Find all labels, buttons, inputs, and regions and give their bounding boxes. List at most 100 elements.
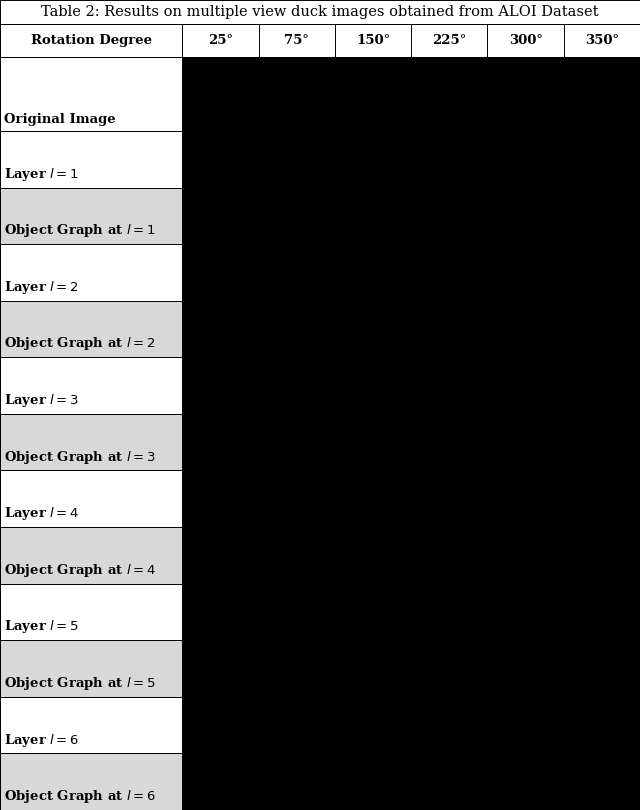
Bar bbox=[335, 57, 412, 131]
Bar bbox=[564, 527, 640, 584]
Bar bbox=[0, 527, 182, 584]
Bar bbox=[564, 414, 640, 471]
Bar bbox=[564, 697, 640, 753]
Bar bbox=[564, 357, 640, 414]
Bar bbox=[412, 131, 488, 188]
Text: Object Graph at $l = 4$: Object Graph at $l = 4$ bbox=[4, 562, 156, 579]
Bar bbox=[564, 57, 640, 131]
Bar bbox=[564, 584, 640, 640]
Bar bbox=[182, 640, 259, 697]
Bar bbox=[335, 697, 412, 753]
Bar bbox=[335, 753, 412, 810]
Bar bbox=[335, 527, 412, 584]
Bar bbox=[412, 188, 488, 244]
Bar bbox=[259, 640, 335, 697]
Bar bbox=[335, 244, 412, 301]
Bar bbox=[412, 24, 488, 57]
Bar bbox=[488, 131, 564, 188]
Text: Layer $l = 2$: Layer $l = 2$ bbox=[4, 279, 79, 296]
Bar bbox=[488, 584, 564, 640]
Bar bbox=[182, 527, 259, 584]
Bar bbox=[259, 188, 335, 244]
Bar bbox=[182, 697, 259, 753]
Bar bbox=[259, 414, 335, 471]
Bar bbox=[0, 188, 182, 244]
Bar bbox=[0, 24, 182, 57]
Text: 150°: 150° bbox=[356, 34, 390, 47]
Bar bbox=[412, 301, 488, 357]
Bar bbox=[0, 697, 182, 753]
Bar bbox=[488, 57, 564, 131]
Bar bbox=[564, 471, 640, 527]
Bar bbox=[412, 414, 488, 471]
Bar bbox=[412, 697, 488, 753]
Bar bbox=[0, 414, 182, 471]
Bar bbox=[182, 188, 259, 244]
Bar bbox=[0, 471, 182, 527]
Bar bbox=[259, 697, 335, 753]
Bar bbox=[182, 584, 259, 640]
Bar bbox=[259, 527, 335, 584]
Bar bbox=[0, 57, 182, 131]
Bar bbox=[488, 188, 564, 244]
Bar bbox=[335, 414, 412, 471]
Bar bbox=[335, 471, 412, 527]
Bar bbox=[335, 188, 412, 244]
Bar bbox=[259, 584, 335, 640]
Bar bbox=[488, 24, 564, 57]
Bar bbox=[488, 640, 564, 697]
Text: 350°: 350° bbox=[585, 34, 619, 47]
Text: Rotation Degree: Rotation Degree bbox=[31, 34, 152, 47]
Bar bbox=[182, 301, 259, 357]
Bar bbox=[412, 584, 488, 640]
Bar bbox=[0, 753, 182, 810]
Bar bbox=[182, 24, 259, 57]
Bar bbox=[564, 188, 640, 244]
Bar bbox=[564, 753, 640, 810]
Bar bbox=[259, 57, 335, 131]
Bar bbox=[335, 24, 412, 57]
Bar bbox=[182, 131, 259, 188]
Text: Layer $l = 1$: Layer $l = 1$ bbox=[4, 166, 79, 183]
Bar bbox=[488, 753, 564, 810]
Bar bbox=[259, 301, 335, 357]
Bar bbox=[412, 640, 488, 697]
Bar bbox=[0, 244, 182, 301]
Text: Layer $l = 6$: Layer $l = 6$ bbox=[4, 731, 79, 748]
Bar bbox=[335, 131, 412, 188]
Bar bbox=[412, 57, 488, 131]
Text: Object Graph at $l = 3$: Object Graph at $l = 3$ bbox=[4, 449, 156, 466]
Bar bbox=[259, 244, 335, 301]
Bar bbox=[412, 357, 488, 414]
Bar bbox=[564, 131, 640, 188]
Bar bbox=[182, 244, 259, 301]
Text: Layer $l = 3$: Layer $l = 3$ bbox=[4, 392, 79, 409]
Bar bbox=[488, 244, 564, 301]
Bar bbox=[564, 244, 640, 301]
Bar bbox=[564, 24, 640, 57]
Bar bbox=[259, 131, 335, 188]
Text: Layer $l = 4$: Layer $l = 4$ bbox=[4, 505, 79, 522]
Bar bbox=[259, 753, 335, 810]
Bar bbox=[412, 471, 488, 527]
Bar bbox=[259, 357, 335, 414]
Text: 75°: 75° bbox=[284, 34, 309, 47]
Bar bbox=[412, 753, 488, 810]
Bar bbox=[335, 301, 412, 357]
Bar bbox=[259, 24, 335, 57]
Bar bbox=[182, 357, 259, 414]
Bar bbox=[182, 471, 259, 527]
Bar bbox=[564, 640, 640, 697]
Text: 25°: 25° bbox=[208, 34, 233, 47]
Bar bbox=[488, 697, 564, 753]
Bar bbox=[0, 584, 182, 640]
Text: 300°: 300° bbox=[509, 34, 543, 47]
Bar bbox=[0, 131, 182, 188]
Bar bbox=[488, 301, 564, 357]
Text: 225°: 225° bbox=[432, 34, 467, 47]
Bar bbox=[488, 414, 564, 471]
Text: Table 2: Results on multiple view duck images obtained from ALOI Dataset: Table 2: Results on multiple view duck i… bbox=[41, 5, 599, 19]
Bar bbox=[488, 357, 564, 414]
Bar bbox=[0, 357, 182, 414]
Text: Object Graph at $l = 1$: Object Graph at $l = 1$ bbox=[4, 222, 156, 239]
